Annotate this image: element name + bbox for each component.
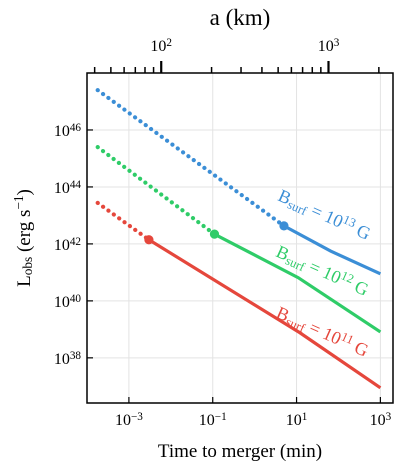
text-part: 10 [370,412,386,429]
x-tick-label: 10−3 [115,411,143,429]
text-part: −1 [11,195,26,209]
top-axis-label: a (km) [210,5,271,30]
series-line [95,200,152,242]
text-part: ) [14,189,35,195]
series-line [213,232,382,334]
transition-point [209,229,220,239]
text-part: obs [20,257,35,275]
text-part: 12 [339,268,356,286]
text-part: (erg s [14,210,35,257]
transition-point [144,235,154,245]
text-part: 40 [70,293,82,305]
text-part: 10 [54,351,70,368]
text-part: 10 [286,412,302,429]
text-part: 10 [150,38,166,55]
top-tick-label: 102 [150,37,172,55]
top-tick-label: 103 [318,37,340,55]
text-part: 46 [70,122,82,134]
y-tick-label: 1038 [54,350,82,368]
text-part: 3 [334,37,340,49]
series-line [95,88,287,228]
x-axis-label: Time to merger (min) [158,441,322,462]
text-part: 42 [70,236,81,248]
series-line [283,224,382,276]
text-part: a (km) [210,5,271,30]
series-line [148,238,382,390]
y-tick-label: 1042 [54,236,81,254]
y-tick-label: 1046 [54,122,82,140]
text-part: 38 [70,350,82,362]
text-part: 13 [341,212,358,230]
text-part: 10 [54,237,70,254]
series-annotation: Bsurf = 1011 G [273,302,372,363]
text-part: 10 [318,38,334,55]
series-line [95,145,217,237]
text-part: 2 [166,37,172,49]
x-tick-label: 103 [370,411,392,429]
text-part: 1 [302,411,308,423]
x-tick-label: 101 [286,411,308,429]
y-tick-label: 1040 [54,293,82,311]
text-part: = 10 [302,315,344,348]
series-annotation: Bsurf = 1013 G [274,185,374,246]
x-tick-label: 10−1 [199,411,227,429]
text-part: −3 [131,411,143,423]
y-axis-label: Lobs (erg s−1) [11,189,35,287]
text-part: 10 [54,294,70,311]
text-part: 11 [339,330,356,348]
plot-frame [86,72,394,404]
y-tick-label: 1044 [54,179,82,197]
text-part: Time to merger (min) [158,441,322,462]
text-part: 10 [54,123,70,140]
text-part: L [14,275,35,287]
text-part: −1 [215,411,227,423]
text-part: 10 [115,412,131,429]
text-part: 10 [199,412,215,429]
text-part: 44 [70,179,82,191]
text-part: 10 [54,180,70,197]
transition-point [279,221,289,231]
text-part: 3 [386,411,392,423]
text-part: = 10 [304,198,346,231]
